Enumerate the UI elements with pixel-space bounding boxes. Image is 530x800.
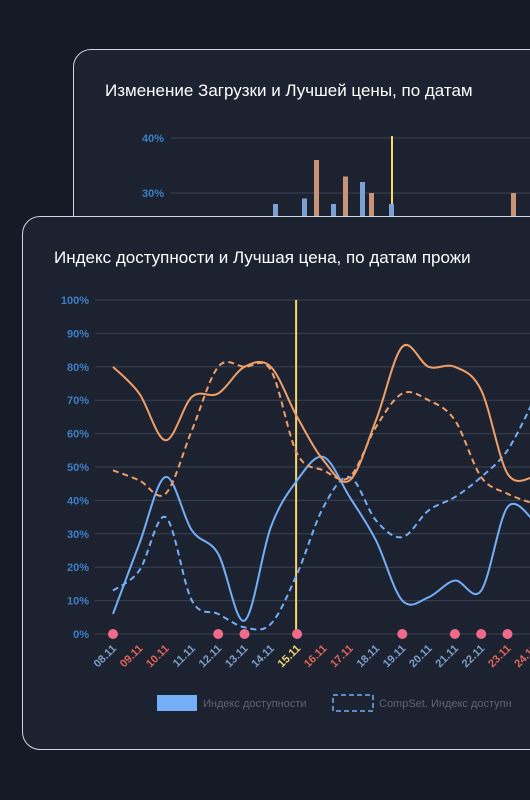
event-marker — [239, 629, 250, 639]
x-tick-label: 09.11 — [118, 643, 146, 671]
y-tick-label: 50% — [67, 462, 89, 474]
y-tick-label: 90% — [67, 328, 89, 340]
x-tick-label: 10.11 — [144, 643, 172, 671]
x-tick-label: 08.11 — [92, 643, 120, 671]
event-marker — [476, 629, 487, 639]
x-tick-label: 13.11 — [223, 643, 251, 671]
legend-swatch-dashed — [332, 694, 374, 712]
x-tick-label: 18.11 — [355, 643, 383, 671]
y-tick-label: 60% — [67, 429, 89, 441]
legend-label: Индекс доступности — [203, 698, 307, 710]
event-marker — [213, 629, 224, 639]
x-tick-label: 16.11 — [302, 643, 330, 671]
series-line-1 — [112, 405, 530, 631]
availability-price-chart: 0% 10% 20% 30% 40% 50% 60% 70% 80% 90% 100% 08.1109… — [61, 295, 530, 712]
event-marker — [502, 629, 513, 639]
x-tick-label: 23.11 — [486, 643, 514, 671]
y-tick-label: 80% — [67, 362, 89, 374]
availability-price-card: Индекс доступности и Лучшая цена, по дат… — [22, 216, 530, 750]
y-tick-label: 20% — [67, 562, 89, 574]
load-price-card-title: Изменение Загрузки и Лучшей цены, по дат… — [105, 81, 473, 100]
x-tick-label: 15.11 — [276, 643, 304, 671]
x-tick-label: 14.11 — [249, 643, 277, 671]
event-marker — [397, 629, 408, 639]
x-tick-label: 17.11 — [328, 643, 356, 671]
x-tick-label: 22.11 — [460, 643, 488, 671]
y-tick-label: 0% — [73, 629, 89, 641]
x-tick-label: 24.11 — [512, 643, 530, 671]
series-line-0 — [112, 455, 530, 622]
event-marker — [108, 629, 118, 639]
event-marker — [292, 629, 303, 639]
availability-price-card-title: Индекс доступности и Лучшая цена, по дат… — [54, 248, 471, 267]
y-tick-label: 40% — [67, 495, 89, 507]
event-marker — [449, 629, 460, 639]
x-tick-label: 20.11 — [407, 643, 435, 671]
x-tick-label: 19.11 — [381, 643, 409, 671]
legend-label: CompSet. Индекс доступн — [379, 698, 512, 710]
y-tick-label: 10% — [67, 596, 89, 608]
y-tick-label: 30% — [142, 188, 164, 200]
y-tick-label: 40% — [142, 133, 164, 145]
y-tick-label: 70% — [67, 395, 89, 407]
y-tick-label: 30% — [67, 529, 89, 541]
x-tick-label: 21.11 — [433, 643, 461, 671]
x-tick-label: 11.11 — [171, 643, 198, 670]
series-line-3 — [112, 361, 530, 504]
series-line-2 — [112, 343, 530, 483]
y-tick-label: 100% — [61, 295, 89, 307]
legend-swatch-solid — [157, 695, 197, 711]
x-tick-label: 12.11 — [197, 643, 225, 671]
